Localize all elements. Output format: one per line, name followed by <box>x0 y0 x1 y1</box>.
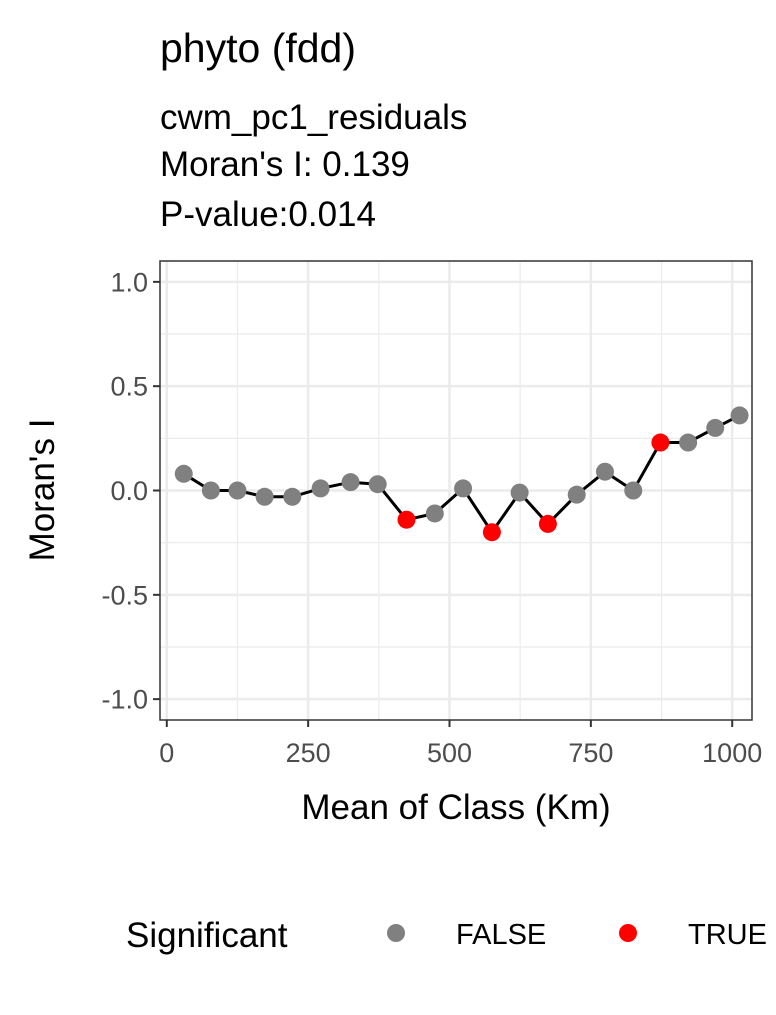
legend-label-true: TRUE <box>688 919 767 951</box>
y-axis-title: Moran's I <box>23 419 62 562</box>
x-axis-ticks: 0 250 500 750 1000 <box>159 720 762 768</box>
data-point <box>341 473 360 492</box>
y-tick-label: 0.0 <box>110 476 148 506</box>
legend-key-false <box>387 924 405 942</box>
data-point <box>425 504 444 523</box>
data-point <box>255 487 274 506</box>
data-point <box>201 481 220 500</box>
data-point <box>510 483 529 502</box>
data-points <box>174 406 749 542</box>
data-point <box>174 464 193 483</box>
y-tick-label: -1.0 <box>101 685 148 715</box>
x-tick-label: 750 <box>568 738 613 768</box>
chart-subtitle-line-3: P-value:0.014 <box>160 195 376 234</box>
data-point <box>283 487 302 506</box>
data-point <box>454 479 473 498</box>
data-point-significant <box>538 514 557 533</box>
data-point <box>228 481 247 500</box>
x-tick-label: 500 <box>427 738 472 768</box>
x-tick-label: 250 <box>286 738 331 768</box>
data-point <box>730 406 749 425</box>
y-tick-label: 0.5 <box>110 372 148 402</box>
chart-subtitle-line-1: cwm_pc1_residuals <box>160 98 467 137</box>
data-point-significant <box>482 523 501 542</box>
data-point <box>679 433 698 452</box>
chart-subtitle-line-2: Moran's I: 0.139 <box>160 145 410 184</box>
data-point <box>595 462 614 481</box>
data-point-significant <box>651 433 670 452</box>
data-point <box>368 475 387 494</box>
data-point <box>311 479 330 498</box>
y-tick-label: -0.5 <box>101 580 148 610</box>
x-tick-label: 1000 <box>702 738 762 768</box>
x-tick-label: 0 <box>159 738 174 768</box>
legend-label-false: FALSE <box>456 919 546 951</box>
chart-title: phyto (fdd) <box>160 25 356 71</box>
data-point-significant <box>397 510 416 529</box>
data-point <box>624 481 643 500</box>
y-tick-label: 1.0 <box>110 267 148 297</box>
data-point <box>706 418 725 437</box>
legend-key-true <box>619 924 637 942</box>
x-axis-title: Mean of Class (Km) <box>301 788 610 827</box>
legend-title: Significant <box>126 916 288 955</box>
y-axis-ticks: 1.0 0.5 0.0 -0.5 -1.0 <box>101 267 160 715</box>
data-point <box>567 485 586 504</box>
